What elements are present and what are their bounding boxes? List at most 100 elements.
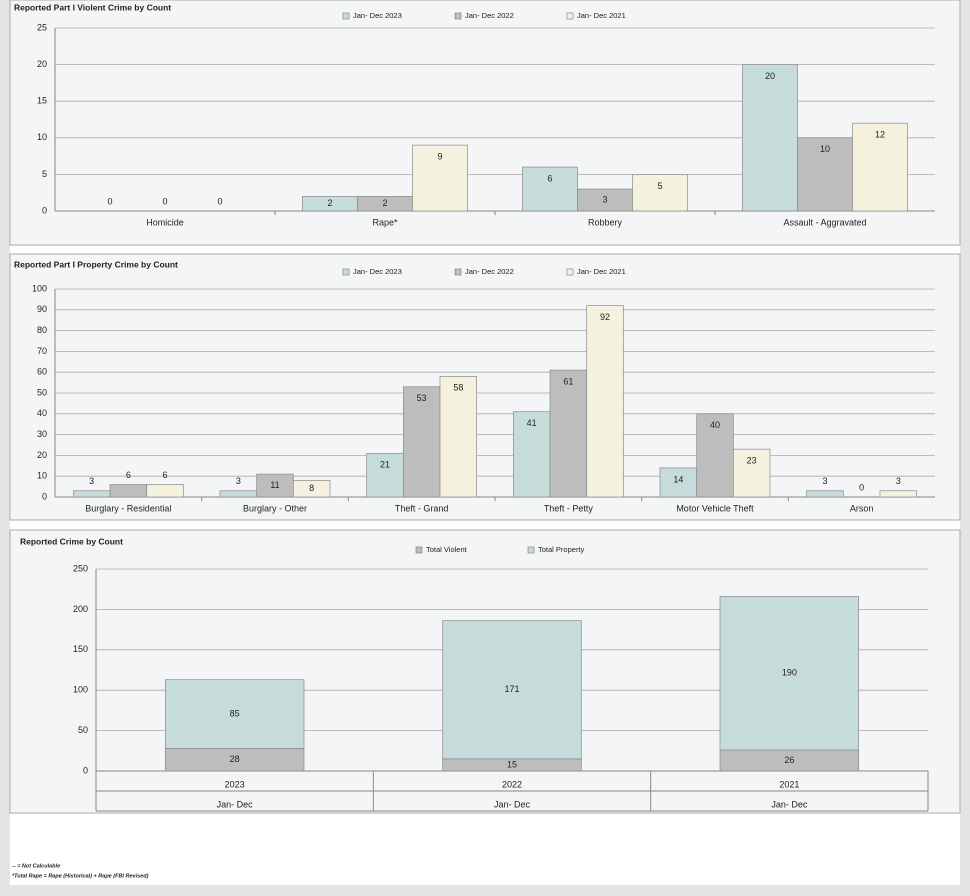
bar [732, 448, 771, 498]
bar [72, 490, 111, 498]
value-label: 92 [600, 312, 610, 322]
y-tick-label: 90 [37, 304, 47, 314]
bar [549, 369, 588, 498]
legend-label: Jan- Dec 2021 [577, 11, 626, 20]
x-tick-label: Robbery [588, 217, 623, 227]
value-label: 85 [230, 708, 240, 718]
value-label: 14 [673, 474, 683, 484]
value-label: 6 [547, 173, 552, 183]
y-tick-label: 40 [37, 408, 47, 418]
y-tick-label: 50 [78, 725, 88, 735]
value-label: 11 [270, 480, 279, 490]
value-label: 190 [782, 668, 797, 678]
x-tick-label: Theft - Petty [544, 503, 594, 513]
bar [366, 452, 404, 498]
x-tick-label: Homicide [146, 217, 184, 227]
x-subcategory-label: Jan- Dec [494, 799, 531, 809]
y-tick-label: 80 [37, 325, 47, 335]
y-tick-label: 0 [83, 765, 88, 775]
legend-swatch [566, 12, 574, 20]
bar-segment [442, 620, 582, 760]
legend-swatch [527, 546, 535, 554]
value-label: 0 [107, 196, 112, 206]
legend-swatch [454, 268, 462, 276]
value-label: 171 [504, 684, 519, 694]
y-tick-label: 25 [37, 22, 47, 32]
chart-title: Reported Part I Property Crime by Count [14, 259, 178, 269]
y-tick-label: 60 [37, 367, 47, 377]
bar [632, 174, 688, 212]
value-label: 12 [875, 130, 885, 140]
bar-segment [719, 596, 860, 751]
bar [292, 480, 331, 498]
value-label: 53 [417, 393, 427, 403]
bar [109, 484, 148, 498]
x-tick-label: Theft - Grand [395, 503, 449, 513]
bar [806, 490, 844, 498]
footnote: *Total Rape = Rape (Historical) + Rape (… [12, 873, 149, 879]
bar [659, 467, 698, 498]
value-label: 6 [126, 470, 131, 480]
y-tick-label: 30 [37, 429, 47, 439]
y-tick-label: 50 [37, 387, 47, 397]
x-tick-label: 2023 [225, 779, 245, 789]
y-tick-label: 100 [32, 283, 47, 293]
legend-label: Jan- Dec 2023 [353, 267, 402, 276]
value-label: 3 [602, 194, 607, 204]
legend-label: Total Violent [426, 545, 468, 554]
value-label: 8 [309, 483, 314, 493]
bar [879, 490, 918, 498]
bar [439, 376, 478, 498]
bar [797, 137, 853, 212]
value-label: 6 [162, 470, 167, 480]
value-label: 61 [563, 376, 573, 386]
value-label: 2 [327, 198, 332, 208]
value-label: 23 [747, 456, 757, 466]
x-tick-label: 2021 [779, 779, 799, 789]
value-label: 58 [453, 383, 463, 393]
bar [586, 305, 624, 498]
y-tick-label: 20 [37, 59, 47, 69]
bar [742, 64, 798, 212]
value-label: 3 [822, 476, 827, 486]
bar [146, 484, 184, 498]
value-label: 3 [89, 476, 94, 486]
value-label: 3 [896, 476, 901, 486]
value-label: 40 [710, 420, 720, 430]
legend-label: Jan- Dec 2021 [577, 267, 626, 276]
value-label: 21 [380, 460, 390, 470]
y-tick-label: 15 [37, 96, 47, 106]
footnote: -- = Not Calculable [12, 863, 60, 869]
x-tick-label: Rape* [372, 217, 398, 227]
y-tick-label: 10 [37, 471, 47, 481]
legend-label: Jan- Dec 2022 [465, 267, 514, 276]
value-label: 9 [437, 151, 442, 161]
x-tick-label: Motor Vehicle Theft [676, 503, 754, 513]
value-label: 0 [217, 196, 222, 206]
panel [9, 253, 961, 521]
bar [522, 166, 578, 212]
y-tick-label: 150 [73, 644, 88, 654]
y-tick-label: 0 [42, 205, 47, 215]
value-label: 26 [784, 755, 794, 765]
y-tick-label: 20 [37, 450, 47, 460]
y-tick-label: 70 [37, 346, 47, 356]
value-label: 0 [859, 482, 864, 492]
x-tick-label: Burglary - Residential [85, 503, 171, 513]
bar-segment [164, 679, 305, 749]
value-label: 10 [820, 144, 830, 154]
y-tick-label: 200 [73, 604, 88, 614]
y-tick-label: 5 [42, 169, 47, 179]
x-tick-label: Assault - Aggravated [783, 217, 866, 227]
value-label: 5 [657, 181, 662, 191]
x-tick-label: 2022 [502, 779, 522, 789]
x-tick-label: Arson [850, 503, 874, 513]
chart-title: Reported Part I Violent Crime by Count [14, 2, 171, 12]
value-label: 0 [162, 196, 167, 206]
value-label: 15 [507, 759, 517, 769]
bar [402, 386, 441, 498]
bar [219, 490, 258, 498]
legend-swatch [342, 268, 350, 276]
